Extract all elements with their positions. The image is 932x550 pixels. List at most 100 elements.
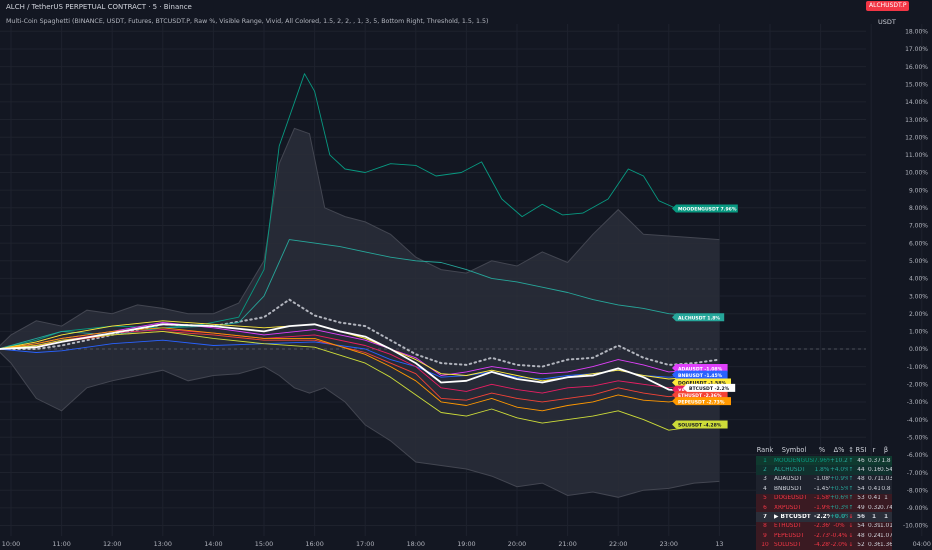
y-axis-label: -1.00%: [907, 364, 929, 371]
table-row: 10 SOLUSDT -4.28%-2.0%↓520.361.36: [756, 540, 892, 550]
label-text: ALCHUSDT 1.8%: [678, 315, 720, 321]
indicator-legend[interactable]: Multi-Coin Spaghetti (BINANCE, USDT, Fut…: [6, 18, 489, 25]
series-line-adausdt: [0, 322, 720, 376]
cell-pct: 7.96%: [814, 457, 830, 464]
label-tag: [672, 390, 728, 399]
cell-pct: -2.73%: [814, 532, 830, 539]
symbol-price-badge: ALCHUSDT.P: [866, 1, 910, 11]
label-tag: [672, 370, 728, 379]
x-axis-label: 13: [715, 540, 723, 548]
y-axis-label: 14.00%: [905, 99, 928, 106]
cell-delta: -0%: [833, 523, 845, 530]
ranking-table: Rank Symbol % Δ% ↕ RSI r β 1MOODENGUSDT7…: [756, 444, 892, 550]
series-end-label: MOODENGUSDT 7.96%: [672, 204, 738, 213]
cell-arrow: ↑: [848, 457, 854, 464]
cell-delta: -2.0%: [830, 542, 848, 549]
cell-pct: -1.58%: [814, 495, 830, 502]
cell-delta: +10.2%: [830, 457, 848, 464]
y-axis-label: -7.00%: [907, 470, 929, 477]
header-rsi: RSI: [855, 446, 867, 454]
header-symbol: Symbol: [781, 446, 807, 454]
y-axis-label: 1.00%: [909, 329, 928, 336]
cell-arrow: ↓: [848, 514, 854, 521]
x-axis-label: 22:00: [609, 540, 627, 548]
y-axis-label: 7.00%: [909, 223, 928, 230]
y-axis-label: -9.00%: [907, 505, 929, 512]
table-row: 8 ETHUSDT -2.36%-0%↓540.391.01: [756, 521, 892, 532]
cell-symbol: MOODENGUSDT: [774, 457, 814, 464]
table-body: 1MOODENGUSDT7.96%+10.2%↑460.371.82ALCHUS…: [756, 456, 892, 550]
label-tag: [672, 364, 728, 373]
cell-rank: 10: [761, 542, 769, 549]
table-row: 7 ▶ BTCUSDT-2.2%+0.0%↓56 11: [756, 512, 892, 522]
x-axis-label: 18:00: [407, 540, 425, 548]
y-axis-label: 0.00%: [909, 346, 928, 353]
cell-pct: -1.45%: [814, 485, 830, 492]
y-axis-label: 4.00%: [909, 276, 928, 283]
label-text: DOGEUSDT -1.58%: [678, 381, 726, 387]
cell-symbol: DOGEUSDT: [774, 495, 808, 502]
y-axis-label: 10.00%: [905, 170, 928, 177]
y-axis-label: 6.00%: [909, 240, 928, 247]
cell-pct: -4.28%: [814, 542, 830, 549]
series-line-solusdt: [0, 330, 720, 431]
range-band: [0, 128, 720, 498]
cell-rsi: 44: [857, 467, 865, 474]
cell-r: 0.32: [868, 504, 880, 511]
cell-arrow: ↑: [848, 485, 854, 492]
cell-pct: 1.8%: [814, 467, 830, 474]
cell-delta: -0.4%: [830, 532, 848, 539]
cell-beta: 1.36: [880, 542, 892, 549]
quote-currency-label[interactable]: USDT: [878, 18, 896, 26]
label-text: BTCUSDT -2.2%: [689, 386, 730, 392]
cell-delta: +0.5%: [830, 485, 848, 492]
label-text: PEPEUSDT -2.73%: [678, 399, 725, 405]
y-axis-label: -8.00%: [907, 487, 929, 494]
label-text: ETHUSDT -2.36%: [678, 393, 722, 399]
x-axis-label: 13:00: [154, 540, 172, 548]
cell-pct: -2.2%: [814, 514, 830, 521]
series-line-pepeusdt: [0, 327, 720, 412]
cell-rsi: 48: [857, 532, 865, 539]
label-text: BNBUSDT -1.45%: [678, 373, 723, 379]
series-end-label: PEPEUSDT -2.73%: [672, 397, 731, 405]
series-end-label: ADAUSDT -1.08%: [672, 364, 728, 372]
series-end-label: BNBUSDT -1.45%: [672, 370, 728, 379]
table-row: 6 XRPUSDT -1.9% +0.3% ↑ 49 0.32 0.74: [756, 502, 892, 513]
header-r: r: [872, 446, 876, 454]
cell-rsi: 46: [857, 457, 865, 464]
label-tag: [672, 204, 738, 213]
band-upper-edge: [0, 127, 720, 347]
cell-beta: 0.74: [880, 504, 892, 511]
cell-pct: -2.36%: [814, 523, 830, 530]
x-axis-label: 17:00: [356, 540, 374, 548]
x-axis-label: 23:00: [660, 540, 678, 548]
cell-symbol: ADAUSDT: [774, 476, 803, 483]
x-axis-label: 16:00: [305, 540, 323, 548]
cell-beta: 1: [884, 495, 888, 502]
series-line-alchusdt: [0, 239, 720, 349]
x-axis-label: 19:00: [457, 540, 475, 548]
y-axis-label: -6.00%: [907, 452, 929, 459]
cell-r: 0.71: [868, 476, 880, 483]
y-axis-label: 3.00%: [909, 293, 928, 300]
table-row: 2 ALCHUSDT 1.8% +4.0% ↑ 44 0.16 0.54: [756, 465, 892, 475]
cell-rsi: 56: [856, 514, 866, 521]
table-row: 9 PEPEUSDT -2.73%-0.4%↓480.241.07: [756, 531, 892, 541]
series-end-label: SOLUSDT -4.28%: [672, 420, 728, 429]
cell-rank: 7: [762, 514, 768, 521]
cell-rank: 9: [763, 532, 767, 539]
y-axis-label: -4.00%: [907, 417, 929, 424]
header-beta: β: [883, 446, 889, 454]
cell-rank: 2: [763, 467, 767, 474]
cell-arrow: ↑: [848, 504, 854, 511]
table-row: 4 BNBUSDT -1.45%+0.5%↑540.410.8: [756, 484, 892, 494]
header-pct: %: [818, 446, 826, 454]
header-rank: Rank: [756, 446, 774, 454]
cell-delta: +0.6%: [830, 495, 848, 502]
cell-symbol: ▶ BTCUSDT: [774, 514, 811, 521]
x-axis-label: 12:00: [103, 540, 121, 548]
cell-r: 0.36: [868, 542, 880, 549]
